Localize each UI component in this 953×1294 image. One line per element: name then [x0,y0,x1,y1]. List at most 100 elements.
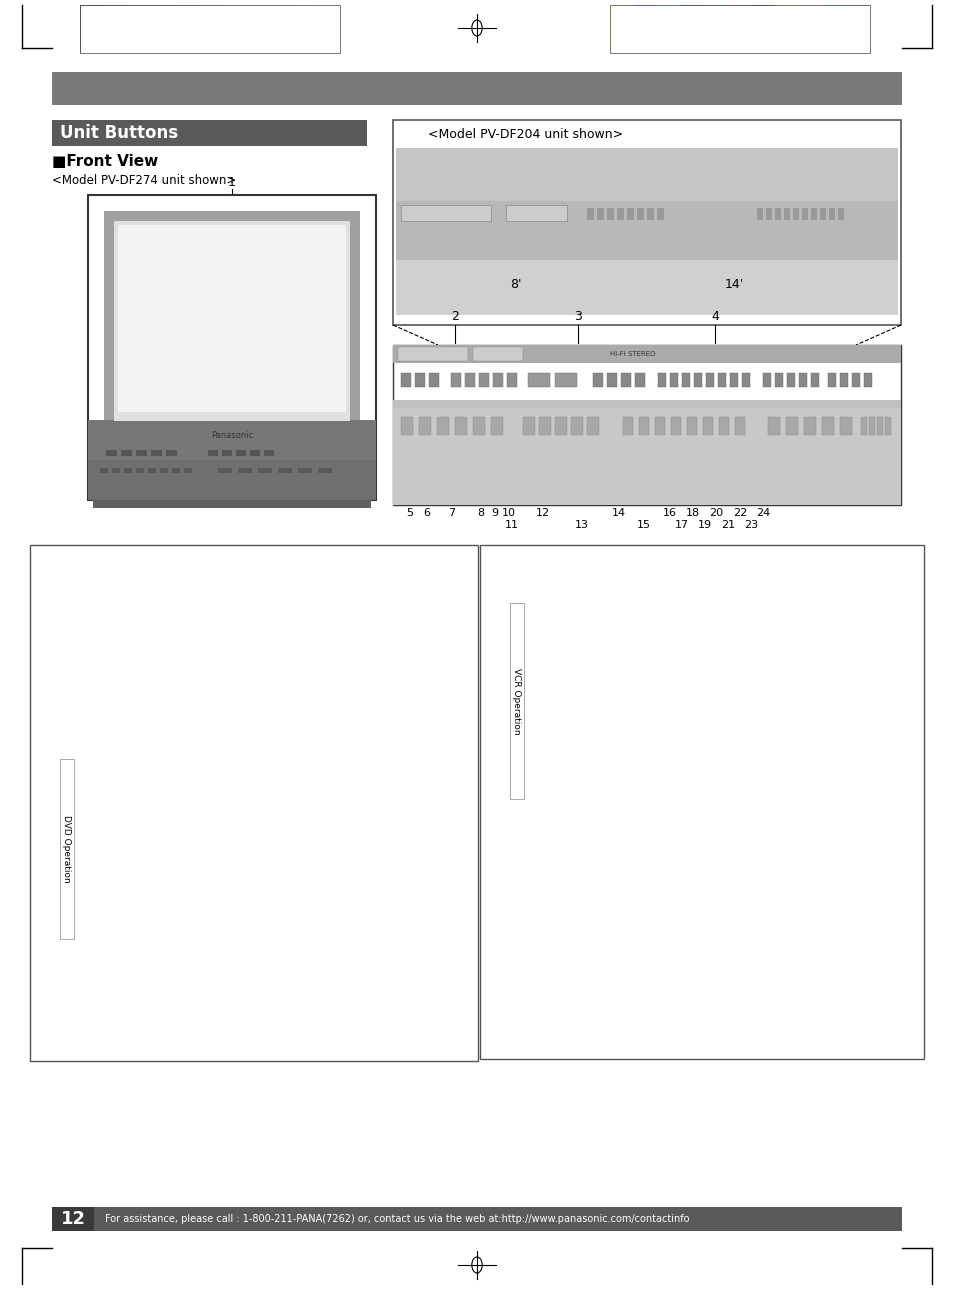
Text: (RED): (RED) [514,855,549,866]
Text: 22: 22 [732,509,746,518]
Bar [30,1025,477,1061]
Text: previous scene. Decreases slow: previous scene. Decreases slow [614,694,790,704]
Text: 15: 15 [488,569,501,578]
Text: Connect an ear phone or: Connect an ear phone or [179,669,317,679]
Bar [810,373,818,387]
Bar [121,450,132,455]
Text: PLAY/: PLAY/ [527,628,562,638]
Bar [104,211,359,431]
Text: Connect from other component.: Connect from other component. [179,580,357,590]
Text: Panasonic: Panasonic [211,431,253,440]
Bar [851,373,859,387]
Bar [799,373,806,387]
Text: VCR Operation: VCR Operation [512,668,521,734]
Bar [479,1014,923,1058]
Text: 8: 8 [41,765,49,775]
Bar [92,499,371,509]
Text: Built In Speakers: Built In Speakers [64,553,170,563]
Text: 13: 13 [38,949,52,959]
Bar [464,373,475,387]
Text: 17: 17 [674,520,688,531]
Bar [762,373,770,387]
Text: to next menu screen.: to next menu screen. [179,901,297,911]
Text: UP/DOWN or: UP/DOWN or [64,986,142,996]
Bar [616,208,623,220]
Text: motion speed in Still mode.: motion speed in Still mode. [614,704,766,714]
Bar [30,883,477,917]
Bar [838,208,843,220]
Bar [510,603,523,798]
Text: ■Front View: ■Front View [52,154,158,170]
Bar [669,373,678,387]
Bar [127,5,151,53]
Bar [821,5,845,53]
Text: 10: 10 [38,861,52,871]
Text: Lights up when the unit is set for: Lights up when the unit is set for [614,933,797,942]
Text: TRACKING: TRACKING [64,998,128,1008]
Text: 2: 2 [41,585,49,595]
Text: remote control.: remote control. [614,817,700,827]
Text: (ORANGE): (ORANGE) [514,906,577,916]
Bar [884,417,890,435]
Text: Phones Jack: Phones Jack [64,675,139,685]
Text: 19: 19 [487,783,501,793]
Bar [868,417,874,435]
Text: REWIND/: REWIND/ [527,688,582,699]
Bar [30,545,477,571]
Text: VOLUME: VOLUME [64,943,116,954]
Bar [30,939,477,969]
Bar [775,5,799,53]
Text: 9: 9 [491,509,497,518]
Text: Insert VHS tapes here.: Insert VHS tapes here. [179,643,304,653]
Bar [622,417,633,435]
Text: 21: 21 [487,850,501,861]
Bar [250,450,260,455]
Text: STOP: STOP [78,765,112,775]
Text: next scene. Increases slow: next scene. Increases slow [614,747,762,756]
Text: 7: 7 [41,741,49,752]
Bar [113,221,350,421]
Text: Equipped with 2 front speakers.: Equipped with 2 front speakers. [179,553,356,563]
Text: Begins playback.: Begins playback. [179,833,274,842]
Bar [863,373,871,387]
Text: 7: 7 [447,509,455,518]
Bar [506,204,566,221]
Text: Lights up when a scene: Lights up when a scene [614,1021,745,1031]
Text: in Still mode.: in Still mode. [179,810,253,820]
Text: 12: 12 [38,923,52,933]
Bar [479,603,923,673]
Text: Reduces picture noise during: Reduces picture noise during [179,992,341,1002]
Text: over.: over. [614,653,640,664]
Text: (LINE 2): (LINE 2) [179,717,223,726]
Bar [734,417,744,435]
Bar [30,571,477,609]
Bar [493,373,502,387]
Bar [80,5,104,53]
Text: 16: 16 [488,633,501,643]
Text: Audio Input: Audio Input [64,580,136,590]
Bar [538,417,551,435]
Bar [828,208,835,220]
Bar [293,5,316,53]
Text: Stops playback.: Stops playback. [179,765,267,775]
Bar [30,609,477,633]
Bar [670,417,680,435]
Bar [473,417,484,435]
Text: STILL: STILL [78,788,112,798]
Bar [727,5,751,53]
Bar [395,148,897,202]
Bar [397,347,468,361]
Bar [609,5,633,53]
Text: FORWARD/: FORWARD/ [527,747,595,756]
Bar [786,373,794,387]
Text: PROG TIMER: PROG TIMER [514,952,591,963]
Bar [257,468,272,474]
Text: Begins playback.: Begins playback. [614,622,708,633]
Bar [393,400,900,408]
Bar [681,373,689,387]
Text: (RED): (RED) [514,1038,549,1048]
Bar [297,468,312,474]
Bar [264,450,274,455]
Bar [620,373,630,387]
Text: 2: 2 [451,311,458,324]
